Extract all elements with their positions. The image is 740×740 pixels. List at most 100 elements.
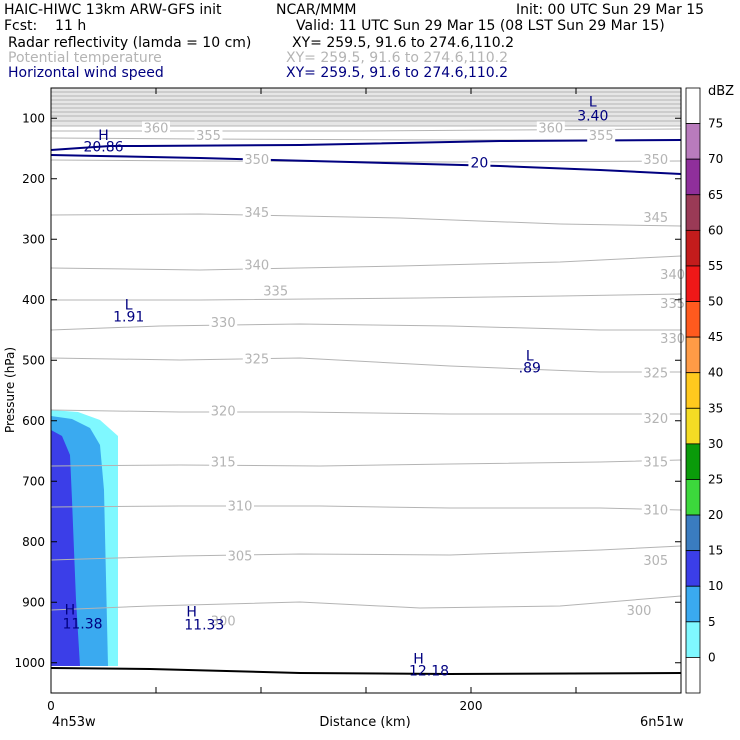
field-theta: Potential temperature [8,50,162,66]
wind-label: H [186,604,197,620]
colorbar-label: 35 [708,401,723,415]
field-wind: Horizontal wind speed [8,65,164,81]
theta-label: 330 [211,316,236,331]
colorbar-label: 15 [708,544,723,558]
y-tick-label: 100 [22,111,45,125]
theta-label: 360 [144,121,169,136]
wind-contours [50,139,682,175]
theta-label: 335 [660,297,685,312]
wind-label: L [125,298,133,314]
y-tick-label: 800 [22,535,45,549]
upper-contour-band [51,88,681,126]
x-tick-label: 0 [47,699,55,713]
theta-label: 350 [244,153,269,168]
theta-contour [50,255,682,271]
theta-contour [50,213,682,227]
theta-contour [50,545,682,561]
colorbar-label: 30 [708,437,723,451]
colorbar-swatch [685,372,701,409]
theta-label-bg [261,284,290,298]
colorbar-swatch [685,443,701,480]
theta-label-bg [209,404,238,418]
theta-label: 340 [244,259,269,274]
field-theta-xy: XY= 259.5, 91.6 to 274.6,110.2 [286,50,509,66]
wind-label: 20 [470,155,488,171]
theta-label-bg [625,604,653,618]
theta-contour [50,505,682,511]
colorbar-label: 70 [708,152,723,166]
theta-label-bg [641,152,670,166]
wind-label: 1.91 [113,310,144,326]
colorbar-label: 25 [708,472,723,486]
y-tick-label: 300 [22,232,45,246]
colorbar-unit: dBZ [708,84,734,99]
wind-contour-20-lower [50,154,682,175]
theta-label: 315 [211,455,236,470]
colorbar-label: 45 [708,330,723,344]
colorbar-swatch [685,229,701,267]
theta-label-bg [226,499,254,513]
y-tick-label: 400 [22,293,45,307]
x-axis-label: Distance (km) [319,715,410,730]
theta-contour [51,293,682,301]
theta-label-bg [242,152,271,166]
reflectivity-shading [51,410,118,666]
wind-label: 11.38 [62,616,102,632]
colorbar-swatch [685,514,701,552]
x-start-label: 4n53w [52,715,96,730]
wind-label: 3.40 [577,108,608,124]
y-tick-label: 700 [22,474,45,488]
x-tick-label: 200 [460,699,483,713]
header-title: HAIC-HIWC 13km ARW-GFS init [4,2,222,18]
wind-label: 11.33 [184,618,224,634]
theta-contour [50,595,682,611]
x-axis: 0 200 [47,88,682,713]
theta-label: 325 [244,352,269,367]
colorbar-swatch [685,194,701,231]
colorbar-label: 10 [708,579,723,593]
theta-label-bg [658,267,687,281]
y-tick-label: 1000 [14,656,45,670]
theta-label-bg [641,411,670,425]
colorbar-label: 65 [708,188,723,202]
colorbar-label: 75 [708,117,723,131]
header-source: NCAR/MMM [276,2,357,18]
wind-contour-20-upper [50,139,682,151]
colorbar-label: 20 [708,508,723,522]
header-forecast: Fcst: 11 h [4,18,87,34]
colorbar-swatch [685,336,701,374]
theta-label-bg [641,455,670,469]
theta-label: 355 [196,129,221,144]
colorbar-swatch [685,301,701,338]
y-axis-label: Pressure (hPa) [3,347,17,433]
wind-label: L [589,94,597,110]
header-init: Init: 00 UTC Sun 29 Mar 15 [516,2,705,18]
colorbar-swatch [685,550,701,587]
theta-label-bg [242,352,271,366]
theta-label-bg [536,121,565,135]
y-tick-label: 600 [22,414,45,428]
field-wind-xy: XY= 259.5, 91.6 to 274.6,110.2 [286,65,509,81]
colorbar-swatch [685,123,701,160]
colorbar-swatch [685,479,701,516]
colorbar-swatch [685,585,701,623]
theta-label: 325 [643,366,668,381]
theta-label: 340 [660,268,685,283]
theta-contour [50,357,681,373]
colorbar-swatch [685,407,701,445]
colorbar-label: 50 [708,295,723,309]
theta-label: 360 [538,121,563,136]
colorbar-swatch [685,265,701,302]
wind-label: H [98,128,109,144]
wind-label: 20.86 [83,140,123,156]
wind-label: 12.18 [409,664,449,680]
reflectivity-15dbz [51,430,80,666]
colorbar-label: 40 [708,366,723,380]
theta-label: 320 [211,404,236,419]
y-tick-label: 200 [22,172,45,186]
y-axis: 100 200 300 400 500 600 700 800 900 1000 [14,111,681,670]
theta-label-bg [641,210,670,224]
theta-label: 305 [643,554,668,569]
